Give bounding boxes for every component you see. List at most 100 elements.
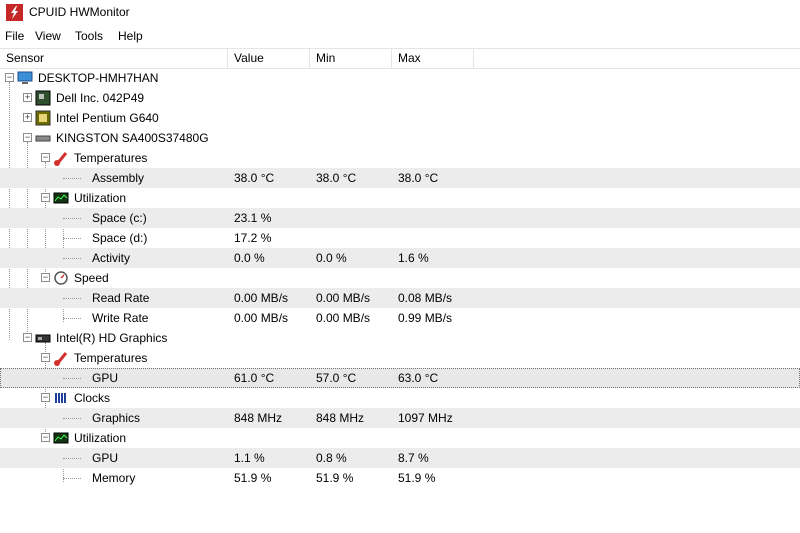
sensor-min: 0.8 % — [316, 451, 347, 465]
sensor-value: 0.0 % — [234, 251, 265, 265]
sensor-max: 8.7 % — [398, 451, 429, 465]
collapse-toggle[interactable]: − — [41, 432, 50, 442]
sensor-row-space-c[interactable]: Space (c:) 23.1 % — [0, 208, 800, 228]
sensor-max: 51.9 % — [398, 471, 436, 485]
sensor-value: 0.00 MB/s — [234, 291, 289, 305]
thermometer-icon — [53, 350, 69, 366]
sensor-row-gpu-util[interactable]: GPU 1.1 % 0.8 % 8.7 % — [0, 448, 800, 468]
utilization-icon — [53, 430, 69, 446]
tree-row-cpu[interactable]: + Intel Pentium G640 — [0, 108, 800, 128]
column-min[interactable]: Min — [310, 49, 392, 68]
graphics-card-icon — [35, 330, 51, 346]
collapse-toggle[interactable]: − — [23, 132, 32, 142]
collapse-toggle[interactable]: − — [23, 332, 32, 342]
sensor-name: Assembly — [92, 171, 145, 185]
sensor-row-space-d[interactable]: Space (d:) 17.2 % — [0, 228, 800, 248]
tree-row-ssd-speed[interactable]: − Speed — [0, 268, 800, 288]
sensor-name: Space (c:) — [92, 211, 147, 225]
sensor-row-memory[interactable]: Memory 51.9 % 51.9 % 51.9 % — [0, 468, 800, 488]
sensor-min: 0.00 MB/s — [316, 311, 371, 325]
sensor-value: 61.0 °C — [234, 371, 275, 385]
column-sensor[interactable]: Sensor — [0, 49, 228, 68]
tree-label: Utilization — [74, 191, 127, 205]
sensor-max: 1097 MHz — [398, 411, 453, 425]
cpu-icon — [35, 110, 51, 126]
sensor-name: GPU — [92, 451, 119, 465]
collapse-toggle[interactable]: − — [41, 272, 50, 282]
column-header: Sensor Value Min Max — [0, 48, 800, 69]
menu-file[interactable]: File — [5, 29, 25, 43]
sensor-min: 57.0 °C — [316, 371, 357, 385]
sensor-min: 51.9 % — [316, 471, 354, 485]
sensor-name: GPU — [92, 371, 119, 385]
sensor-row-gpu-temp[interactable]: GPU 61.0 °C 57.0 °C 63.0 °C — [0, 368, 800, 388]
menu-tools[interactable]: Tools — [75, 29, 104, 43]
sensor-name: Read Rate — [92, 291, 150, 305]
column-value[interactable]: Value — [228, 49, 310, 68]
collapse-toggle[interactable]: − — [41, 152, 50, 162]
sensor-name: Graphics — [92, 411, 141, 425]
tree-label: KINGSTON SA400S37480G — [56, 131, 209, 145]
collapse-toggle[interactable]: − — [41, 352, 50, 362]
collapse-toggle[interactable]: − — [5, 72, 14, 82]
tree-row-ssd[interactable]: − KINGSTON SA400S37480G — [0, 128, 800, 148]
window-title: CPUID HWMonitor — [29, 5, 130, 19]
sensor-row-read-rate[interactable]: Read Rate 0.00 MB/s 0.00 MB/s 0.08 MB/s — [0, 288, 800, 308]
app-icon — [6, 4, 23, 21]
tree-label: Temperatures — [74, 151, 148, 165]
sensor-min: 0.0 % — [316, 251, 347, 265]
thermometer-icon — [53, 150, 69, 166]
sensor-max: 0.99 MB/s — [398, 311, 453, 325]
tree-row-motherboard[interactable]: + Dell Inc. 042P49 — [0, 88, 800, 108]
column-max[interactable]: Max — [392, 49, 474, 68]
sensor-max: 1.6 % — [398, 251, 429, 265]
tree-row-gpu-clocks[interactable]: − Clocks — [0, 388, 800, 408]
sensor-min: 848 MHz — [316, 411, 365, 425]
sensor-value: 848 MHz — [234, 411, 283, 425]
expand-toggle[interactable]: + — [23, 112, 32, 122]
expand-toggle[interactable]: + — [23, 92, 32, 102]
menu-bar: File View Tools Help — [0, 25, 800, 47]
sensor-value: 1.1 % — [234, 451, 265, 465]
sensor-value: 38.0 °C — [234, 171, 275, 185]
sensor-max: 63.0 °C — [398, 371, 439, 385]
sensor-name: Write Rate — [92, 311, 149, 325]
sensor-value: 0.00 MB/s — [234, 311, 289, 325]
sensor-name: Activity — [92, 251, 131, 265]
sensor-row-write-rate[interactable]: Write Rate 0.00 MB/s 0.00 MB/s 0.99 MB/s — [0, 308, 800, 328]
menu-help[interactable]: Help — [118, 29, 143, 43]
tree-row-gpu-temperatures[interactable]: − Temperatures — [0, 348, 800, 368]
menu-view[interactable]: View — [35, 29, 61, 43]
sensor-value: 17.2 % — [234, 231, 272, 245]
tree-label: Dell Inc. 042P49 — [56, 91, 145, 105]
clock-chip-icon — [53, 390, 69, 406]
sensor-max: 38.0 °C — [398, 171, 439, 185]
tree-label: Temperatures — [74, 351, 148, 365]
title-bar: CPUID HWMonitor — [0, 0, 800, 25]
sensor-row-activity[interactable]: Activity 0.0 % 0.0 % 1.6 % — [0, 248, 800, 268]
sensor-name: Space (d:) — [92, 231, 148, 245]
collapse-toggle[interactable]: − — [41, 392, 50, 402]
drive-icon — [35, 130, 51, 146]
sensor-value: 23.1 % — [234, 211, 272, 225]
tree-row-gpu[interactable]: − Intel(R) HD Graphics — [0, 328, 800, 348]
sensor-row-graphics-clock[interactable]: Graphics 848 MHz 848 MHz 1097 MHz — [0, 408, 800, 428]
tree-label: Utilization — [74, 431, 127, 445]
tree-row-gpu-utilization[interactable]: − Utilization — [0, 428, 800, 448]
tree-label: Speed — [74, 271, 109, 285]
sensor-name: Memory — [92, 471, 136, 485]
sensor-min: 0.00 MB/s — [316, 291, 371, 305]
collapse-toggle[interactable]: − — [41, 192, 50, 202]
speedometer-icon — [53, 270, 69, 286]
tree-row-ssd-utilization[interactable]: − Utilization — [0, 188, 800, 208]
tree-label: Intel(R) HD Graphics — [56, 331, 168, 345]
tree-label: Clocks — [74, 391, 111, 405]
tree-row-root[interactable]: − DESKTOP-HMH7HAN — [0, 68, 800, 88]
utilization-icon — [53, 190, 69, 206]
tree-row-ssd-temperatures[interactable]: − Temperatures — [0, 148, 800, 168]
computer-icon — [17, 70, 33, 86]
sensor-row-assembly[interactable]: Assembly 38.0 °C 38.0 °C 38.0 °C — [0, 168, 800, 188]
motherboard-icon — [35, 90, 51, 106]
sensor-min: 38.0 °C — [316, 171, 357, 185]
tree-label: DESKTOP-HMH7HAN — [38, 71, 159, 85]
